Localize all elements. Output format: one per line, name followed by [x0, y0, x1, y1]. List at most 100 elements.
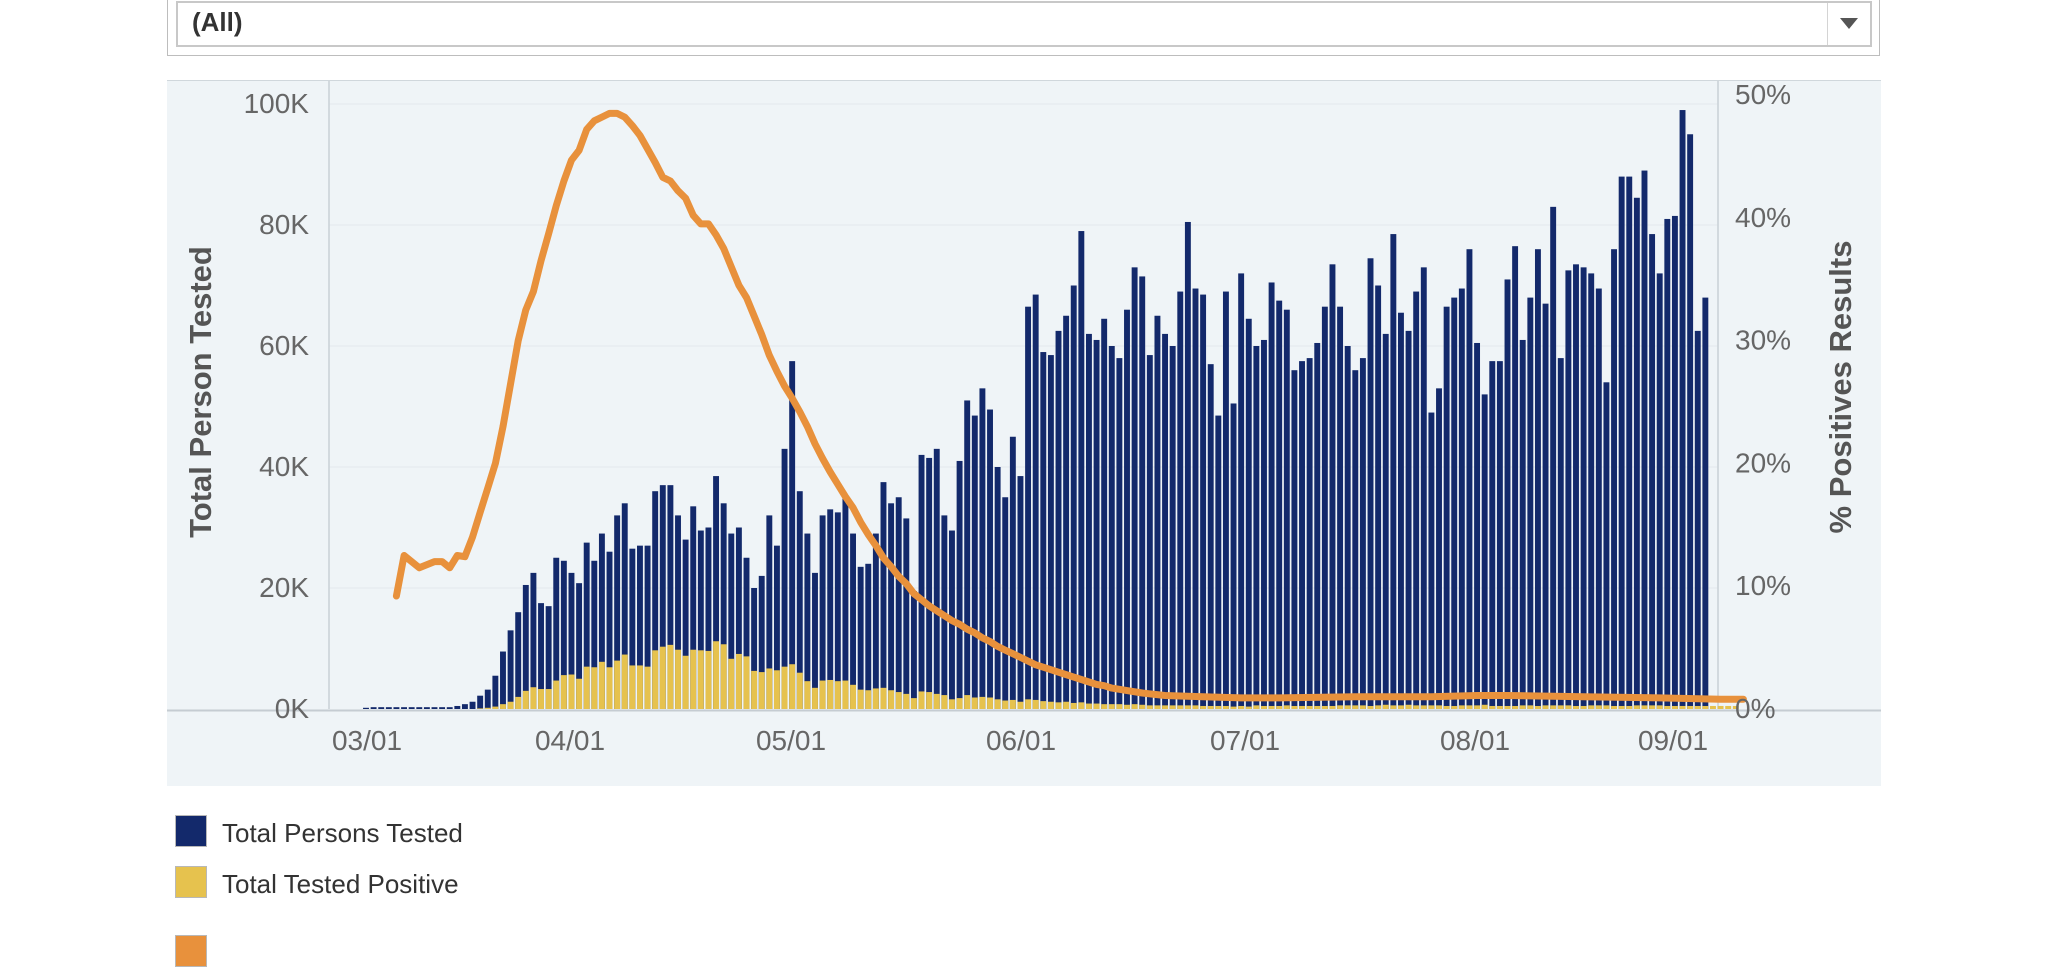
bar-tested: [1207, 364, 1214, 709]
bar-positive: [1124, 704, 1130, 709]
bar-tested: [857, 566, 864, 709]
bar-tested: [713, 476, 720, 709]
bar-tested: [1040, 352, 1047, 709]
bar-tested: [1687, 134, 1694, 709]
bar-tested: [1146, 355, 1153, 709]
bar-positive: [1291, 705, 1298, 709]
bar-positive: [1405, 704, 1412, 709]
chevron-down-icon[interactable]: [1827, 3, 1870, 45]
bar-tested: [781, 448, 788, 709]
bar-tested: [956, 460, 963, 709]
bar-positive: [1641, 705, 1648, 709]
bar-tested: [1276, 300, 1283, 709]
bar-positive: [781, 666, 788, 709]
x-tick-label: 07/01: [1210, 725, 1280, 756]
bar-positive: [1162, 705, 1169, 709]
bar-positive: [1238, 705, 1245, 709]
bar-positive: [735, 653, 742, 709]
bar-positive: [530, 687, 537, 709]
bar-positive: [949, 699, 955, 709]
bar-positive: [1200, 705, 1207, 709]
positivity-line: [392, 109, 1747, 703]
bar-tested: [1268, 282, 1275, 709]
bar-tested: [1398, 312, 1404, 709]
bar-tested: [705, 527, 712, 709]
y2-tick-label: 0%: [1735, 693, 1775, 724]
bar-tested: [492, 675, 499, 709]
bar-tested: [576, 583, 583, 709]
bar-tested: [1215, 415, 1222, 709]
bar-positive: [1329, 705, 1336, 709]
bar-positive: [477, 708, 484, 709]
bar-positive: [812, 687, 818, 709]
bar-tested: [1009, 436, 1016, 709]
bar-tested: [1329, 264, 1336, 709]
bar-tested: [423, 707, 430, 709]
bar-positive: [758, 672, 765, 709]
bar-positive: [1382, 704, 1389, 709]
bar-tested: [1093, 339, 1100, 709]
bar-tested: [827, 509, 834, 709]
legend-swatch-positive: [175, 866, 207, 898]
bar-positive: [1192, 705, 1199, 709]
bar-tested: [1169, 346, 1176, 709]
bar-positive: [1702, 705, 1709, 709]
bar-tested: [697, 530, 704, 709]
bar-positive: [1169, 705, 1176, 709]
bar-positive: [1215, 705, 1222, 709]
x-tick-label: 08/01: [1440, 725, 1510, 756]
bar-tested: [819, 515, 826, 709]
bar-positive: [705, 650, 712, 709]
bar-tested: [1504, 279, 1511, 709]
bar-tested: [720, 503, 727, 709]
bar-tested: [1352, 370, 1359, 709]
bar-tested: [538, 603, 544, 709]
bar-positive: [1230, 706, 1237, 709]
bar-tested: [378, 707, 385, 709]
bar-tested: [461, 704, 468, 709]
bar-positive: [545, 689, 552, 709]
bar-tested: [416, 707, 423, 709]
bar-positive: [842, 680, 849, 709]
bar-tested: [1025, 306, 1032, 709]
bar-positive: [1557, 705, 1564, 709]
bar-positive: [804, 681, 811, 709]
bar-tested: [1230, 403, 1237, 709]
bar-positive: [606, 667, 613, 709]
filter-dropdown[interactable]: (All): [176, 1, 1872, 47]
y-axis-title: Total Person Tested: [183, 246, 218, 538]
bar-positive: [1671, 705, 1678, 709]
bar-tested: [1321, 306, 1328, 709]
bar-tested: [1177, 291, 1184, 709]
bar-positive: [1717, 705, 1724, 709]
bar-tested: [1534, 249, 1541, 709]
bar-positive: [1519, 705, 1526, 709]
bar-positive: [796, 672, 803, 709]
bar-positive: [1489, 705, 1496, 709]
bar-positive: [933, 693, 940, 709]
bar-tested: [918, 454, 925, 709]
bar-tested: [1253, 346, 1260, 709]
bar-tested: [834, 512, 841, 709]
bar-tested: [393, 707, 400, 709]
bar-positive: [1040, 701, 1047, 709]
bar-positive: [1725, 705, 1732, 709]
bar-tested: [1032, 294, 1039, 709]
bar-tested: [1238, 273, 1245, 709]
bar-tested: [408, 707, 415, 709]
bar-tested: [446, 707, 453, 709]
bar-tested: [621, 503, 628, 709]
bar-tested: [1679, 110, 1686, 710]
bar-tested: [431, 707, 438, 709]
bar-positive: [1496, 705, 1503, 709]
bar-positive: [850, 684, 856, 709]
bar-positive: [1626, 705, 1633, 709]
legend-label-tested: Total Persons Tested: [222, 818, 463, 848]
bar-positive: [1352, 705, 1359, 709]
bar-tested: [1382, 333, 1389, 709]
bar-positive: [743, 656, 750, 709]
bar-positive: [1679, 705, 1686, 709]
bar-positive: [1420, 705, 1427, 709]
bar-tested: [1306, 358, 1313, 709]
bar-positive: [1390, 705, 1397, 709]
